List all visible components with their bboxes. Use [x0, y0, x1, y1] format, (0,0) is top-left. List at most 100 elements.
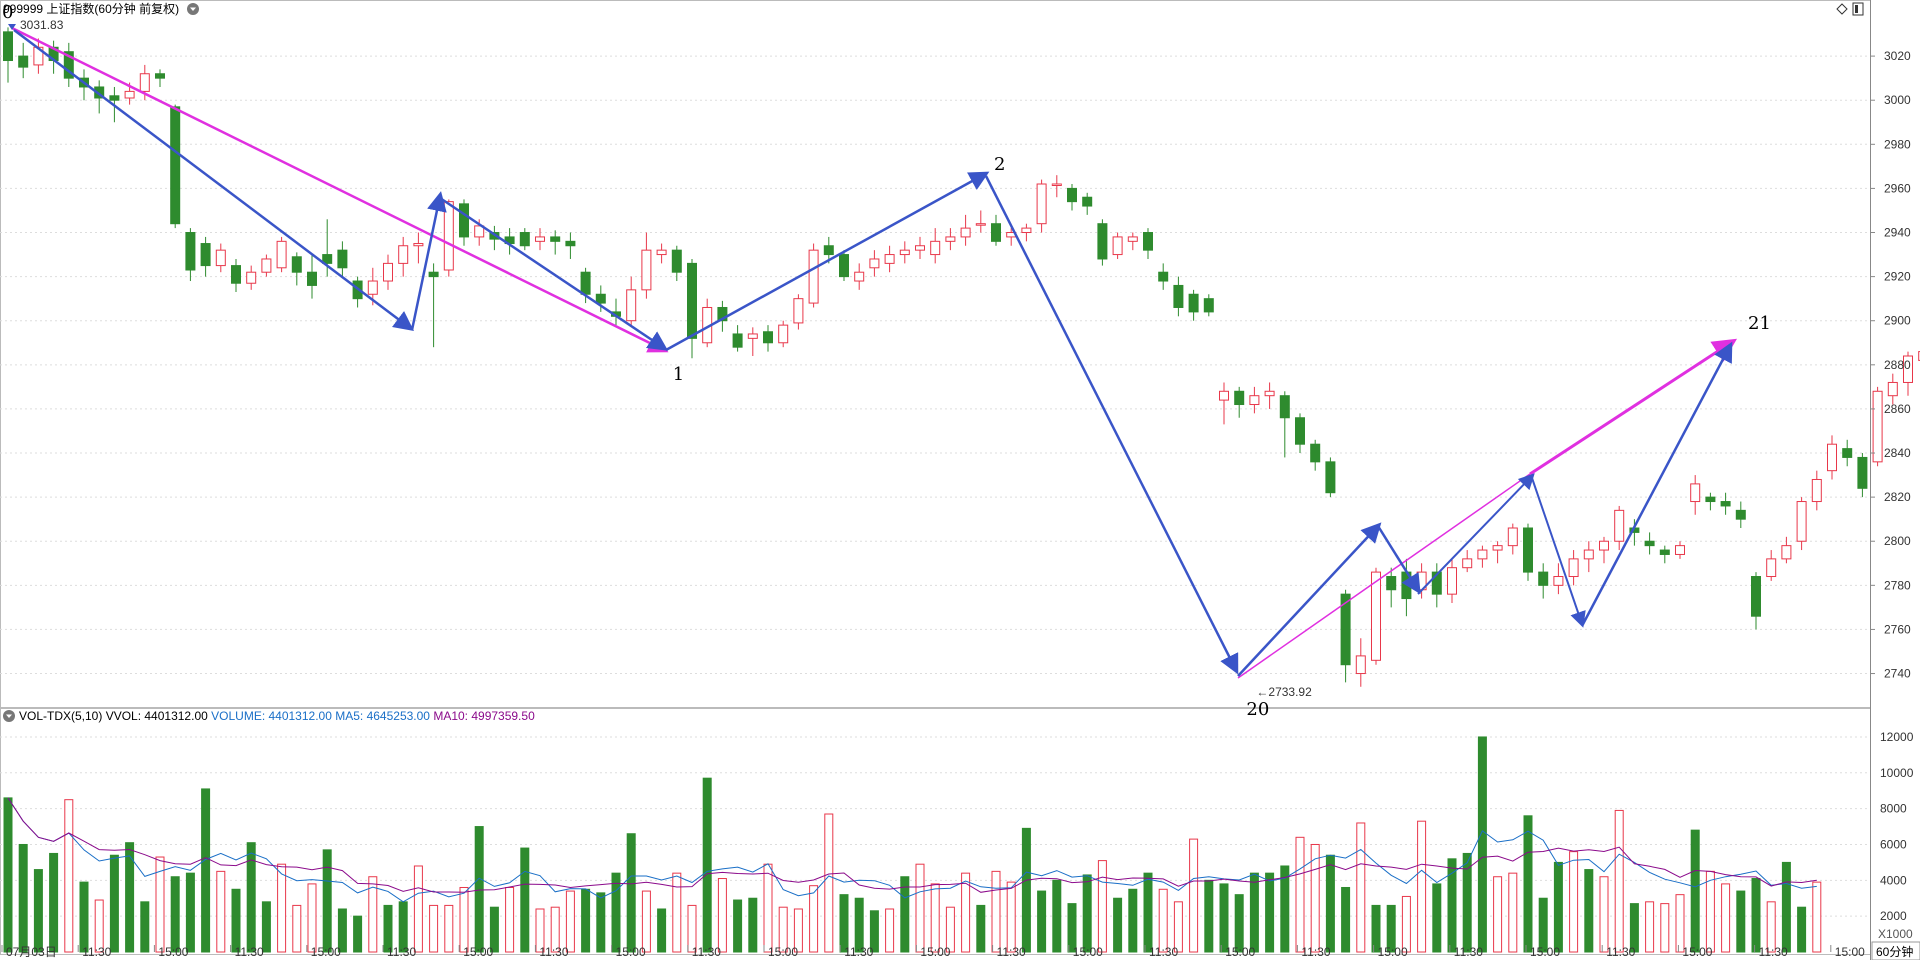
- candle: [1310, 439, 1321, 471]
- candle-body: [1188, 293, 1199, 313]
- volume-bar: [748, 897, 758, 953]
- volume-bar: [1629, 903, 1639, 953]
- candle-body: [1249, 395, 1260, 406]
- price-tick-label: 2800: [1884, 534, 1911, 548]
- panel-toggle-icon[interactable]: [1852, 2, 1864, 16]
- candle: [656, 243, 667, 264]
- volume-bar: [505, 886, 515, 953]
- volume-tick-label: 10000: [1880, 766, 1914, 780]
- ma10-value: MA10: 4997359.50: [433, 709, 535, 723]
- candle: [1720, 492, 1731, 515]
- candle: [413, 232, 424, 264]
- volume-bar: [1219, 883, 1229, 953]
- volume-bar: [474, 826, 484, 953]
- time-label: 11:30: [235, 945, 264, 959]
- volume-tick-label: 2000: [1880, 909, 1907, 923]
- volume-bar: [79, 881, 89, 953]
- price-tick-label: 2760: [1884, 622, 1911, 636]
- candle-body: [975, 223, 986, 226]
- volume-bar: [657, 908, 667, 953]
- candle-body: [1067, 187, 1077, 203]
- volume-bar: [1204, 879, 1214, 953]
- candle-body: [1295, 417, 1305, 445]
- dropdown-icon[interactable]: [187, 3, 199, 15]
- volume-dropdown-icon[interactable]: [3, 710, 15, 722]
- volume-bar: [155, 856, 165, 953]
- candle: [246, 265, 257, 290]
- volume-bar: [322, 849, 332, 953]
- candle: [1051, 175, 1062, 198]
- candle: [443, 199, 454, 277]
- volume-bar: [246, 842, 256, 953]
- candle-body: [1173, 284, 1184, 308]
- volume-bar: [231, 888, 241, 953]
- candle-body: [215, 249, 226, 267]
- diamond-icon[interactable]: [1836, 3, 1848, 15]
- candle-body: [94, 86, 105, 99]
- candle: [915, 236, 925, 259]
- volume-bar: [1417, 820, 1427, 953]
- candle: [717, 300, 728, 332]
- candle-body: [322, 254, 333, 264]
- candle-body: [930, 240, 941, 256]
- candle-body: [656, 249, 667, 256]
- volume-bar: [915, 863, 925, 953]
- volume-bar: [18, 843, 28, 953]
- candle-body: [276, 240, 287, 269]
- candle-body: [1477, 549, 1488, 560]
- candle-body: [1203, 298, 1214, 313]
- volume-bar: [1082, 874, 1092, 953]
- candle: [1659, 545, 1670, 564]
- candle: [1158, 263, 1169, 290]
- candle: [1644, 532, 1655, 555]
- symbol-code: 999999: [3, 2, 43, 16]
- blue-line-d: [665, 171, 990, 352]
- candle: [1477, 545, 1488, 568]
- candle: [94, 80, 105, 114]
- candle: [1234, 386, 1245, 418]
- volume-bar: [1705, 870, 1715, 953]
- gridlines: [0, 55, 1870, 675]
- candle: [1127, 232, 1138, 251]
- candle-body: [854, 271, 865, 282]
- candle: [1082, 192, 1093, 215]
- candle: [550, 230, 561, 255]
- volume-unit-label: X1000: [1878, 927, 1913, 941]
- candle: [945, 228, 956, 251]
- period-tab[interactable]: [1871, 941, 1920, 960]
- volume-bar: [869, 910, 879, 953]
- volume-bar: [1477, 736, 1487, 953]
- candle-body: [428, 271, 439, 278]
- candle-body: [1568, 558, 1579, 578]
- candle: [1203, 294, 1214, 317]
- time-label: 15:00: [1835, 945, 1865, 959]
- volume-bar: [1113, 897, 1123, 953]
- blue-line-b: [410, 191, 447, 331]
- candle-body: [1857, 456, 1868, 489]
- ma5-value: MA5: 4645253.00: [335, 709, 430, 723]
- wave-label: 20: [1246, 699, 1269, 720]
- volume-bar: [1158, 888, 1168, 953]
- candle-body: [641, 249, 652, 291]
- candle: [1355, 638, 1366, 687]
- candle-body: [474, 225, 485, 238]
- candle: [1781, 536, 1792, 564]
- candle-body: [1112, 236, 1123, 256]
- candle: [1036, 179, 1047, 233]
- candle-body: [793, 298, 804, 324]
- blue-line-i: [1531, 477, 1586, 628]
- candle-body: [1234, 390, 1245, 406]
- candle-body: [778, 324, 789, 344]
- price-tick-label: 2740: [1884, 667, 1911, 681]
- wave-label: 1: [673, 364, 684, 385]
- volume-bar: [520, 847, 530, 953]
- volume-bars: [3, 736, 1822, 953]
- candle-body: [732, 333, 743, 348]
- volume-bar: [1234, 894, 1244, 953]
- candle-body: [1827, 443, 1837, 472]
- candle: [1067, 184, 1077, 211]
- candle: [459, 199, 469, 246]
- period-mode: (60分钟 前复权): [94, 1, 179, 16]
- candle-body: [139, 73, 150, 92]
